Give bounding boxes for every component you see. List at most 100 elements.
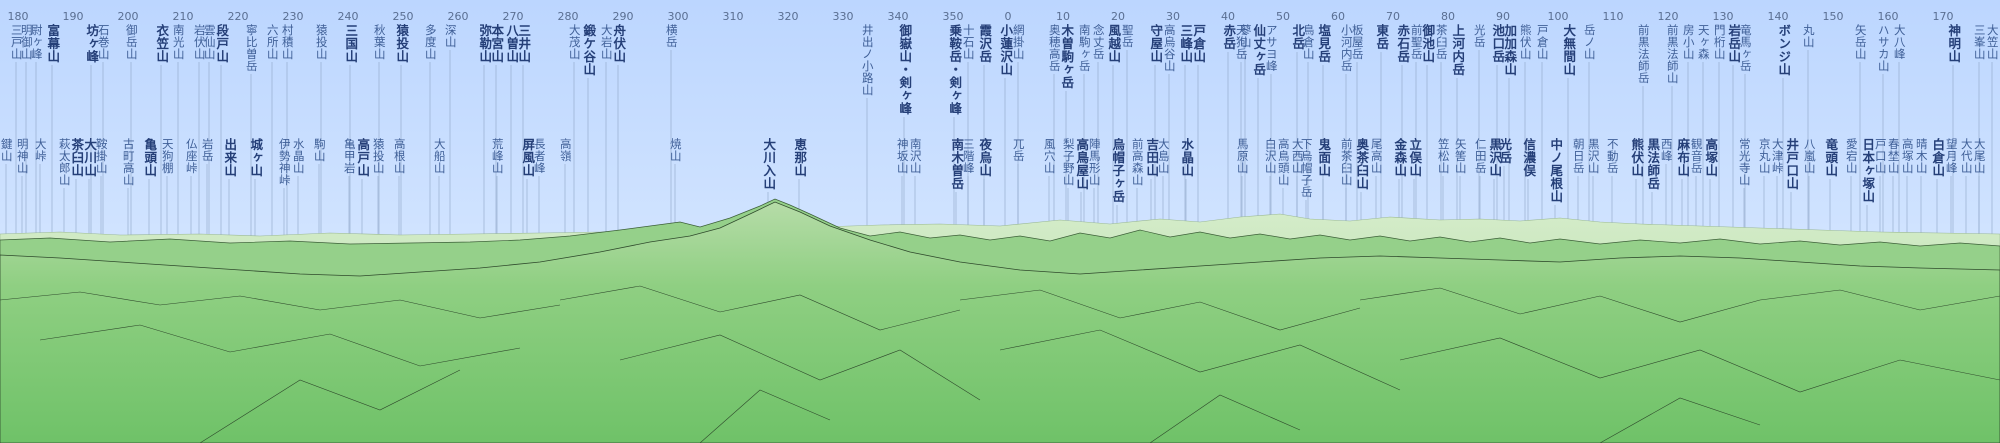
peak-label[interactable]: 茶臼岳 [1434, 24, 1449, 60]
peak-label[interactable]: 板屋岳 [1350, 24, 1365, 60]
peak-label[interactable]: 衣笠山 [154, 24, 170, 63]
peak-label[interactable]: 大船山 [432, 138, 447, 174]
peak-label[interactable]: 赤石岳 [1395, 24, 1411, 63]
peak-label[interactable]: 網掛山 [1011, 24, 1026, 60]
peak-label[interactable]: 大津峠 [1770, 138, 1785, 174]
peak-label[interactable]: 鍵山 [0, 138, 14, 162]
peak-label[interactable]: 三峯山 [1972, 24, 1987, 60]
peak-label[interactable]: 八曽山 [504, 24, 520, 63]
peak-label[interactable]: 茶臼山 [69, 138, 85, 177]
peak-label[interactable]: 大代山 [1959, 138, 1974, 174]
peak-label[interactable]: 明御山 [19, 24, 34, 60]
peak-label[interactable]: 戸倉山 [1191, 24, 1207, 63]
peak-label[interactable]: 大尾山 [1972, 138, 1987, 174]
peak-label[interactable]: 六所山 [265, 24, 280, 60]
peak-label[interactable]: 聖岳 [1120, 24, 1135, 48]
peak-label[interactable]: 木曽駒ヶ岳 [1059, 24, 1075, 89]
peak-label[interactable]: 深山 [443, 24, 458, 48]
peak-label[interactable]: 矢岳山 [1853, 24, 1868, 60]
peak-label[interactable]: 乗鞍岳・剣ヶ峰 [947, 24, 963, 115]
peak-label[interactable]: 天狗岳 [1234, 24, 1249, 60]
peak-label[interactable]: 本宮山 [489, 24, 505, 63]
peak-label[interactable]: 三戸山 [9, 24, 24, 60]
peak-label[interactable]: 兀岳 [1011, 138, 1026, 162]
peak-label[interactable]: 猿投山 [371, 138, 386, 174]
peak-label[interactable]: 舟伏山 [611, 24, 627, 63]
peak-label[interactable]: 前黒法師岳 [1636, 24, 1651, 84]
peak-label[interactable]: 北岳 [1290, 24, 1306, 50]
peak-label[interactable]: 南駒ヶ岳 [1077, 24, 1092, 72]
peak-label[interactable]: 前茶臼山 [1339, 138, 1354, 186]
peak-label[interactable]: 黒法師岳 [1645, 138, 1661, 190]
peak-label[interactable]: 仏座峠 [184, 138, 199, 174]
peak-label[interactable]: 南光山 [171, 24, 186, 60]
peak-label[interactable]: 中ノ尾根山 [1548, 138, 1564, 203]
peak-label[interactable]: 南沢山 [908, 138, 923, 174]
peak-label[interactable]: 夜烏山 [977, 138, 993, 177]
peak-label[interactable]: 井戸口山 [1784, 138, 1800, 190]
peak-label[interactable]: 光岳 [1497, 138, 1513, 164]
peak-label[interactable]: 大峠 [33, 138, 48, 162]
peak-label[interactable]: 熊伏山 [1629, 138, 1645, 177]
peak-label[interactable]: 池口岳 [1490, 24, 1506, 63]
peak-label[interactable]: 梨子野山 [1061, 138, 1076, 186]
peak-label[interactable]: 明神山 [15, 138, 30, 174]
peak-label[interactable]: 雲仙山 [202, 24, 217, 60]
peak-label[interactable]: 弥勒山 [477, 24, 493, 63]
peak-label[interactable]: 立俣山 [1407, 138, 1423, 177]
peak-label[interactable]: 高嶺 [558, 138, 573, 162]
peak-label[interactable]: 城ヶ山 [248, 138, 264, 177]
peak-label[interactable]: 門桁山 [1712, 24, 1727, 60]
peak-label[interactable]: 御岳山 [124, 24, 139, 60]
peak-label[interactable]: 岩伏山 [192, 24, 207, 60]
peak-label[interactable]: 三峰山 [1178, 24, 1194, 63]
peak-label[interactable]: 鳥倉山 [1301, 24, 1316, 60]
peak-label[interactable]: 西峰 [1659, 138, 1674, 162]
peak-label[interactable]: 麻布山 [1675, 138, 1691, 177]
peak-label[interactable]: 長者峰 [532, 138, 547, 174]
peak-label[interactable]: 高塚山 [1703, 138, 1719, 177]
peak-label[interactable]: 坊ヶ峰 [84, 24, 100, 63]
peak-label[interactable]: 尉ヶ峰 [29, 24, 44, 60]
peak-label[interactable]: 十石山 [961, 24, 976, 60]
peak-label[interactable]: 前聖岳 [1409, 24, 1424, 60]
peak-label[interactable]: 寧比曽岳 [244, 24, 259, 72]
peak-label[interactable]: 出来山 [222, 138, 238, 177]
peak-label[interactable]: 石巻山 [96, 24, 111, 60]
peak-label[interactable]: 小蓮沢山 [998, 24, 1014, 76]
peak-label[interactable]: 常光寺山 [1737, 138, 1752, 186]
peak-label[interactable]: 信濃俣 [1521, 138, 1537, 177]
peak-label[interactable]: 猿投山 [314, 24, 329, 60]
peak-label[interactable]: 荒峰山 [490, 138, 505, 174]
peak-label[interactable]: 観音岳 [1689, 138, 1704, 174]
peak-label[interactable]: ハサカ山 [1876, 24, 1891, 72]
peak-label[interactable]: 大岩山 [599, 24, 614, 60]
peak-label[interactable]: 陣馬形山 [1087, 138, 1102, 186]
peak-label[interactable]: 下烏帽子岳 [1299, 138, 1314, 198]
peak-label[interactable]: 大西山 [1290, 138, 1305, 174]
peak-label[interactable]: 前高森山 [1130, 138, 1145, 186]
peak-label[interactable]: 猿投山 [394, 24, 410, 63]
peak-label[interactable]: 伊勢神峠 [277, 138, 292, 186]
peak-label[interactable]: 高根山 [392, 138, 407, 174]
peak-label[interactable]: ボンジ山 [1776, 24, 1792, 76]
peak-label[interactable]: 蓼山 [1238, 24, 1253, 48]
peak-label[interactable]: 岩岳山 [1726, 24, 1742, 63]
peak-label[interactable]: 白倉山 [1930, 138, 1946, 177]
peak-label[interactable]: 白沢山 [1263, 138, 1278, 174]
peak-label[interactable]: 秋葉山 [372, 24, 387, 60]
peak-label[interactable]: 霞沢岳 [977, 24, 993, 63]
peak-label[interactable]: 大笠山 [1985, 24, 2000, 60]
peak-label[interactable]: 大無間山 [1561, 24, 1577, 76]
peak-label[interactable]: 岳ノ山 [1582, 24, 1597, 60]
peak-label[interactable]: 風越山 [1106, 24, 1122, 63]
peak-label[interactable]: 仙丈ヶ岳 [1251, 24, 1267, 76]
peak-label[interactable]: アサヨ峰 [1264, 24, 1279, 72]
peak-label[interactable]: 亀甲岩 [342, 138, 357, 174]
peak-label[interactable]: 朝日岳 [1571, 138, 1586, 174]
peak-label[interactable]: 黒沢山 [1487, 138, 1503, 177]
peak-label[interactable]: 馬原山 [1235, 138, 1250, 174]
peak-label[interactable]: 大川山 [82, 138, 98, 177]
peak-label[interactable]: 黒沢山 [1586, 138, 1601, 174]
peak-label[interactable]: 大島山 [1156, 138, 1171, 174]
